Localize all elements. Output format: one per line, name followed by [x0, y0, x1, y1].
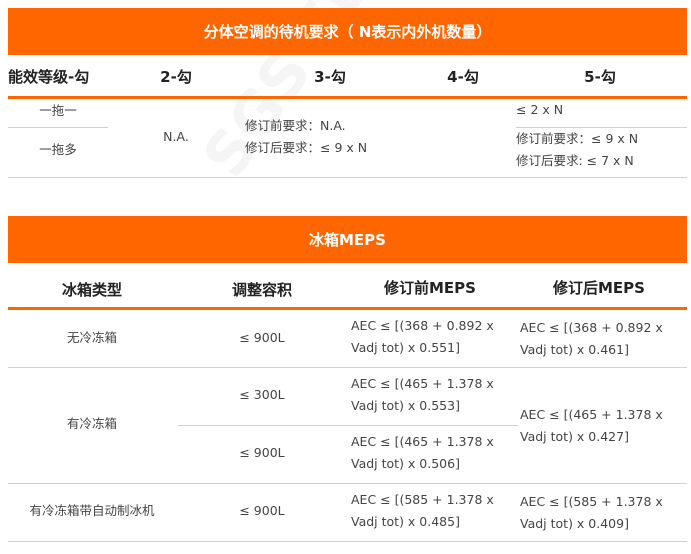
- col3-after: 修订后要求：≤ 9 x N: [245, 140, 368, 155]
- divider: [516, 127, 687, 128]
- after-line1: AEC ≤ [(585 + 1.378 x: [520, 494, 663, 509]
- table2-header-divider: [8, 307, 687, 310]
- after-line1: AEC ≤ [(368 + 0.892 x: [520, 320, 663, 335]
- row-label-1tomany: 一拖多: [39, 142, 77, 157]
- table1-header-2: 2-勾: [160, 68, 192, 86]
- before-line1: AEC ≤ [(585 + 1.378 x: [351, 492, 494, 507]
- volume-cell: ≤ 900L: [239, 503, 285, 518]
- col2-value: N.A.: [163, 129, 189, 144]
- table1-header-4: 4-勾: [447, 68, 479, 86]
- volume-cell: ≤ 900L: [239, 330, 285, 345]
- after-line2: Vadj tot) x 0.461]: [520, 342, 629, 357]
- divider: [8, 483, 687, 484]
- table2-header-type: 冰箱类型: [61, 281, 122, 299]
- table1-header-divider: [8, 96, 687, 99]
- table2-header-after: 修订后MEPS: [553, 279, 645, 297]
- before-line1: AEC ≤ [(368 + 0.892 x: [351, 318, 494, 333]
- table1-header-5: 5-勾: [584, 68, 616, 86]
- table1-header-level: 能效等级-勾: [8, 68, 90, 86]
- after-line2: Vadj tot) x 0.427]: [520, 429, 629, 444]
- before-line2: Vadj tot) x 0.551]: [351, 340, 460, 355]
- before-line2: Vadj tot) x 0.553]: [351, 398, 460, 413]
- col5-after: 修订后要求: ≤ 7 x N: [516, 153, 634, 168]
- before-line2: Vadj tot) x 0.506]: [351, 456, 460, 471]
- after-line2: Vadj tot) x 0.409]: [520, 516, 629, 531]
- row-label-1to1: 一拖一: [39, 103, 77, 118]
- type-cell: 有冷冻箱: [66, 416, 117, 431]
- before-line1: AEC ≤ [(465 + 1.378 x: [351, 376, 494, 391]
- divider: [8, 367, 687, 368]
- table1-title: 分体空调的待机要求（ N表示内外机数量）: [8, 8, 687, 55]
- table2-header-volume: 调整容积: [231, 281, 292, 299]
- table1-header-3: 3-勾: [314, 68, 346, 86]
- divider: [8, 127, 108, 128]
- type-cell: 有冷冻箱带自动制冰机: [29, 503, 155, 518]
- table2-bottom: [8, 541, 687, 542]
- table1-bottom: [8, 177, 687, 178]
- after-line1: AEC ≤ [(465 + 1.378 x: [520, 407, 663, 422]
- col5-row1: ≤ 2 x N: [516, 102, 564, 117]
- table2-title: 冰箱MEPS: [8, 216, 687, 263]
- volume-cell: ≤ 900L: [239, 445, 285, 460]
- table2-header-before: 修订前MEPS: [384, 279, 476, 297]
- col3-before: 修订前要求：N.A.: [245, 118, 346, 133]
- before-line1: AEC ≤ [(465 + 1.378 x: [351, 434, 494, 449]
- volume-cell: ≤ 300L: [239, 387, 285, 402]
- before-line2: Vadj tot) x 0.485]: [351, 514, 460, 529]
- type-cell: 无冷冻箱: [66, 330, 117, 345]
- col5-before: 修订前要求：≤ 9 x N: [516, 131, 639, 146]
- divider: [178, 425, 518, 426]
